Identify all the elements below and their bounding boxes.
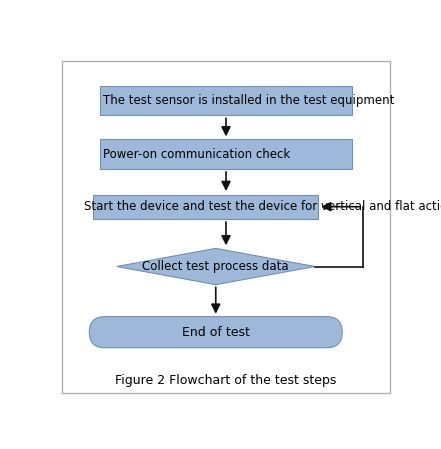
FancyBboxPatch shape (93, 194, 318, 219)
Text: Figure 2 Flowchart of the test steps: Figure 2 Flowchart of the test steps (116, 374, 336, 387)
Text: End of test: End of test (182, 326, 250, 339)
FancyBboxPatch shape (100, 140, 352, 169)
Text: Start the device and test the device for vertical and flat action: Start the device and test the device for… (84, 200, 441, 213)
Text: Collect test process data: Collect test process data (142, 260, 289, 273)
FancyBboxPatch shape (100, 86, 352, 115)
Text: The test sensor is installed in the test equipment: The test sensor is installed in the test… (103, 94, 394, 107)
FancyBboxPatch shape (89, 317, 342, 348)
Polygon shape (116, 248, 315, 285)
Text: Power-on communication check: Power-on communication check (103, 148, 290, 161)
